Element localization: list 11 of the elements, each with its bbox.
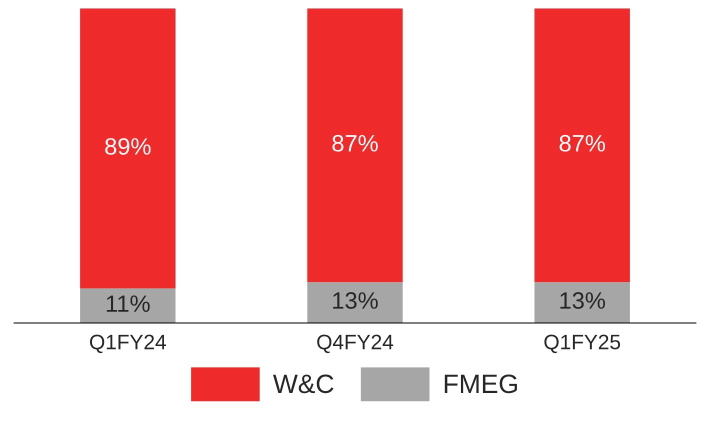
legend-label: FMEG	[444, 374, 517, 394]
data-label: 87%	[332, 134, 378, 152]
data-label: 89%	[105, 138, 151, 155]
data-label: 11%	[106, 295, 150, 312]
data-label: 87%	[560, 134, 605, 152]
x-tick-label: Q1FY25	[544, 334, 620, 354]
data-label: 13%	[333, 292, 378, 309]
legend-label: W&C	[273, 374, 334, 394]
data-label: 13%	[560, 292, 605, 309]
x-tick-label: Q4FY24	[317, 334, 394, 354]
x-tick-label: Q1FY24	[90, 334, 166, 354]
